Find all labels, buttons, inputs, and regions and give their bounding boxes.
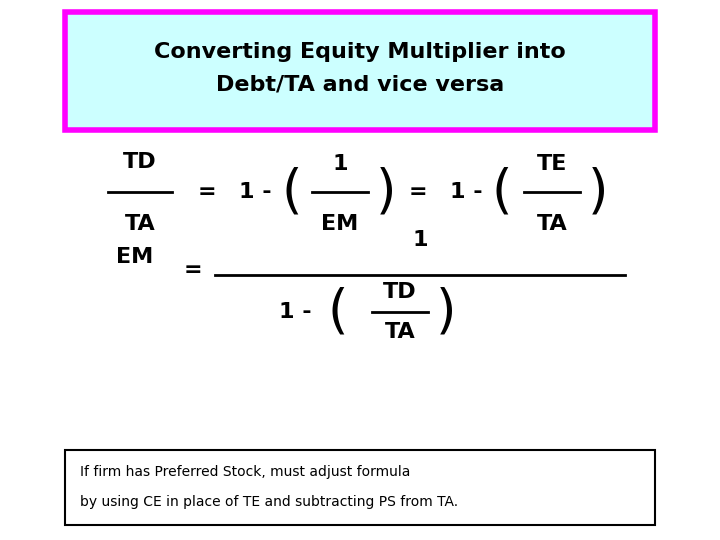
- Text: 1: 1: [413, 230, 428, 250]
- Text: TA: TA: [384, 322, 415, 342]
- Text: 1 -: 1 -: [450, 182, 482, 202]
- Text: (: (: [282, 166, 302, 218]
- FancyBboxPatch shape: [65, 12, 655, 130]
- Text: TA: TA: [125, 214, 156, 234]
- Text: ): ): [436, 286, 456, 338]
- Text: ): ): [588, 166, 608, 218]
- Text: Debt/TA and vice versa: Debt/TA and vice versa: [216, 75, 504, 95]
- Text: EM: EM: [321, 214, 359, 234]
- Text: 1: 1: [332, 154, 348, 174]
- Text: =: =: [184, 260, 202, 280]
- Text: =: =: [409, 182, 427, 202]
- Text: TA: TA: [536, 214, 567, 234]
- Text: Converting Equity Multiplier into: Converting Equity Multiplier into: [154, 42, 566, 62]
- Text: TD: TD: [383, 282, 417, 302]
- Text: 1 -: 1 -: [239, 182, 271, 202]
- FancyBboxPatch shape: [65, 450, 655, 525]
- Text: (: (: [328, 286, 348, 338]
- Text: by using CE in place of TE and subtracting PS from TA.: by using CE in place of TE and subtracti…: [80, 495, 458, 509]
- Text: TD: TD: [123, 152, 157, 172]
- Text: =: =: [198, 182, 216, 202]
- Text: (: (: [492, 166, 512, 218]
- Text: EM: EM: [117, 247, 153, 267]
- Text: If firm has Preferred Stock, must adjust formula: If firm has Preferred Stock, must adjust…: [80, 465, 410, 479]
- Text: ): ): [376, 166, 396, 218]
- Text: 1 -: 1 -: [279, 302, 311, 322]
- Text: TE: TE: [537, 154, 567, 174]
